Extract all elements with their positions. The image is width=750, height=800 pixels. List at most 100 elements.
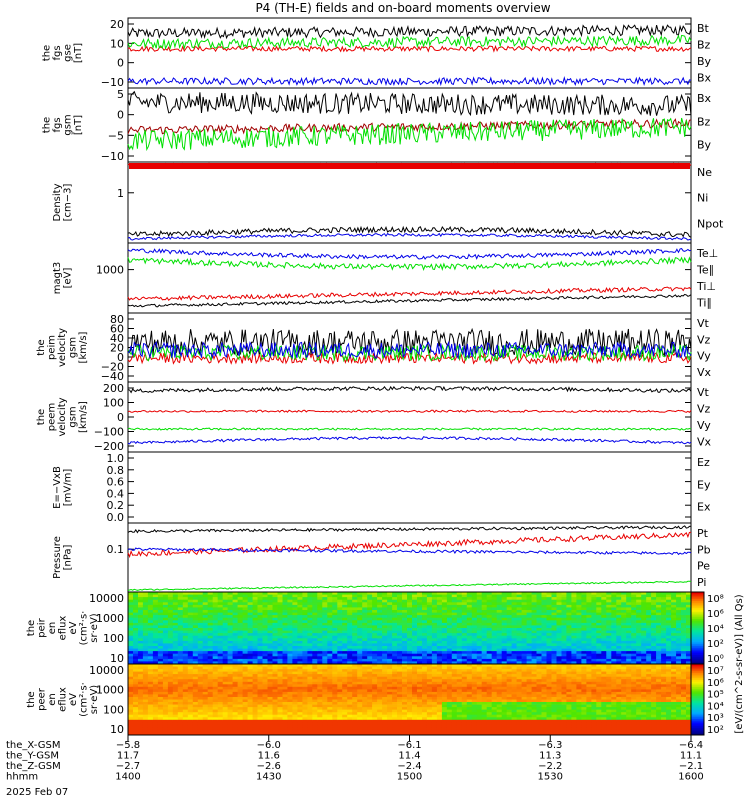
heatmap-cell: [182, 620, 189, 624]
heatmap-cell: [187, 676, 194, 680]
heatmap-cell: [611, 633, 617, 637]
heatmap-cell: [182, 681, 189, 685]
heatmap-cell: [247, 630, 253, 634]
heatmap-cell: [646, 628, 652, 631]
heatmap-cell: [232, 610, 238, 613]
colorbar-tick-label: 10⁴: [707, 624, 724, 635]
heatmap-cell: [661, 633, 667, 637]
heatmap-cell: [362, 732, 368, 736]
y-tick-label: 10000: [89, 664, 124, 677]
heatmap-cell: [227, 719, 233, 723]
heatmap-cell: [292, 691, 298, 695]
heatmap-cell: [147, 640, 154, 644]
heatmap-cell: [546, 653, 552, 657]
heatmap-cell: [287, 664, 293, 667]
heatmap-cell: [656, 592, 662, 595]
heatmap-cell: [646, 661, 652, 665]
heatmap-cell: [342, 704, 348, 708]
heatmap-cell: [576, 622, 582, 626]
heatmap-cell: [197, 704, 204, 708]
heatmap-cell: [531, 628, 537, 631]
heatmap-cell: [142, 724, 149, 728]
heatmap-cell: [217, 709, 224, 713]
heatmap-cell: [347, 671, 353, 675]
heatmap-cell: [207, 699, 214, 703]
heatmap-cell: [651, 628, 657, 631]
heatmap-cell: [242, 630, 248, 634]
heatmap-cell: [262, 656, 268, 660]
heatmap-cell: [138, 699, 144, 703]
heatmap-cell: [317, 648, 323, 652]
heatmap-cell: [212, 630, 219, 634]
heatmap-cell: [586, 617, 592, 621]
heatmap-cell: [541, 597, 547, 601]
heatmap-cell: [441, 651, 448, 655]
heatmap-cell: [606, 599, 612, 603]
heatmap-cell: [222, 607, 229, 611]
heatmap-cell: [138, 709, 144, 713]
heatmap-cell: [362, 717, 368, 721]
heatmap-cell: [591, 630, 597, 634]
heatmap-cell: [277, 594, 283, 598]
heatmap-cell: [431, 604, 438, 608]
heatmap-cell: [147, 691, 154, 695]
heatmap-cell: [422, 640, 428, 644]
y-axis-label-line: sr·eV): [89, 685, 100, 714]
heatmap-cell: [666, 597, 672, 601]
heatmap-cell: [556, 602, 562, 606]
heatmap-cell: [491, 628, 498, 631]
heatmap-cell: [297, 724, 303, 728]
heatmap-cell: [561, 638, 567, 642]
heatmap-cell: [631, 594, 637, 598]
heatmap-cell: [162, 615, 169, 619]
heatmap-cell: [142, 635, 149, 639]
heatmap-cell: [142, 597, 149, 601]
heatmap-cell: [621, 646, 627, 649]
heatmap-cell: [232, 658, 238, 662]
heatmap-cell: [651, 638, 657, 642]
heatmap-cell: [531, 625, 537, 629]
heatmap-cell: [441, 592, 448, 595]
heatmap-cell: [162, 648, 169, 652]
heatmap-cell: [272, 592, 278, 595]
y-tick-label: 100: [103, 397, 124, 410]
heatmap-cell: [157, 640, 164, 644]
heatmap-cell: [387, 610, 393, 613]
heatmap-cell: [172, 651, 179, 655]
heatmap-cell: [377, 676, 383, 680]
heatmap-cell: [626, 628, 632, 631]
heatmap-cell: [372, 653, 378, 657]
heatmap-cell: [182, 732, 189, 736]
heatmap-cell: [152, 628, 159, 631]
heatmap-cell: [686, 633, 692, 637]
heatmap-cell: [227, 648, 233, 652]
heatmap-cell: [192, 717, 199, 721]
heatmap-cell: [222, 646, 229, 649]
heatmap-cell: [267, 684, 273, 688]
heatmap-cell: [551, 597, 557, 601]
heatmap-cell: [422, 612, 428, 616]
heatmap-cell: [247, 646, 253, 649]
heatmap-cell: [187, 653, 194, 657]
heatmap-cell: [247, 604, 253, 608]
heatmap-cell: [142, 717, 149, 721]
heatmap-cell: [202, 699, 209, 703]
heatmap-cell: [561, 615, 567, 619]
heatmap-cell: [646, 615, 652, 619]
heatmap-cell: [392, 681, 398, 685]
colorbar-cell: [691, 629, 704, 633]
heatmap-cell: [177, 669, 184, 672]
heatmap-cell: [407, 594, 413, 598]
heatmap-cell: [431, 661, 438, 665]
heatmap-cell: [232, 620, 238, 624]
heatmap-cell: [551, 635, 557, 639]
heatmap-cell: [312, 717, 318, 721]
heatmap-cell: [412, 640, 418, 644]
heatmap-cell: [307, 686, 313, 690]
heatmap-cell: [367, 707, 373, 710]
heatmap-cell: [641, 630, 647, 634]
heatmap-cell: [561, 602, 567, 606]
heatmap-cell: [591, 602, 597, 606]
heatmap-cell: [222, 653, 229, 657]
heatmap-cell: [407, 604, 413, 608]
